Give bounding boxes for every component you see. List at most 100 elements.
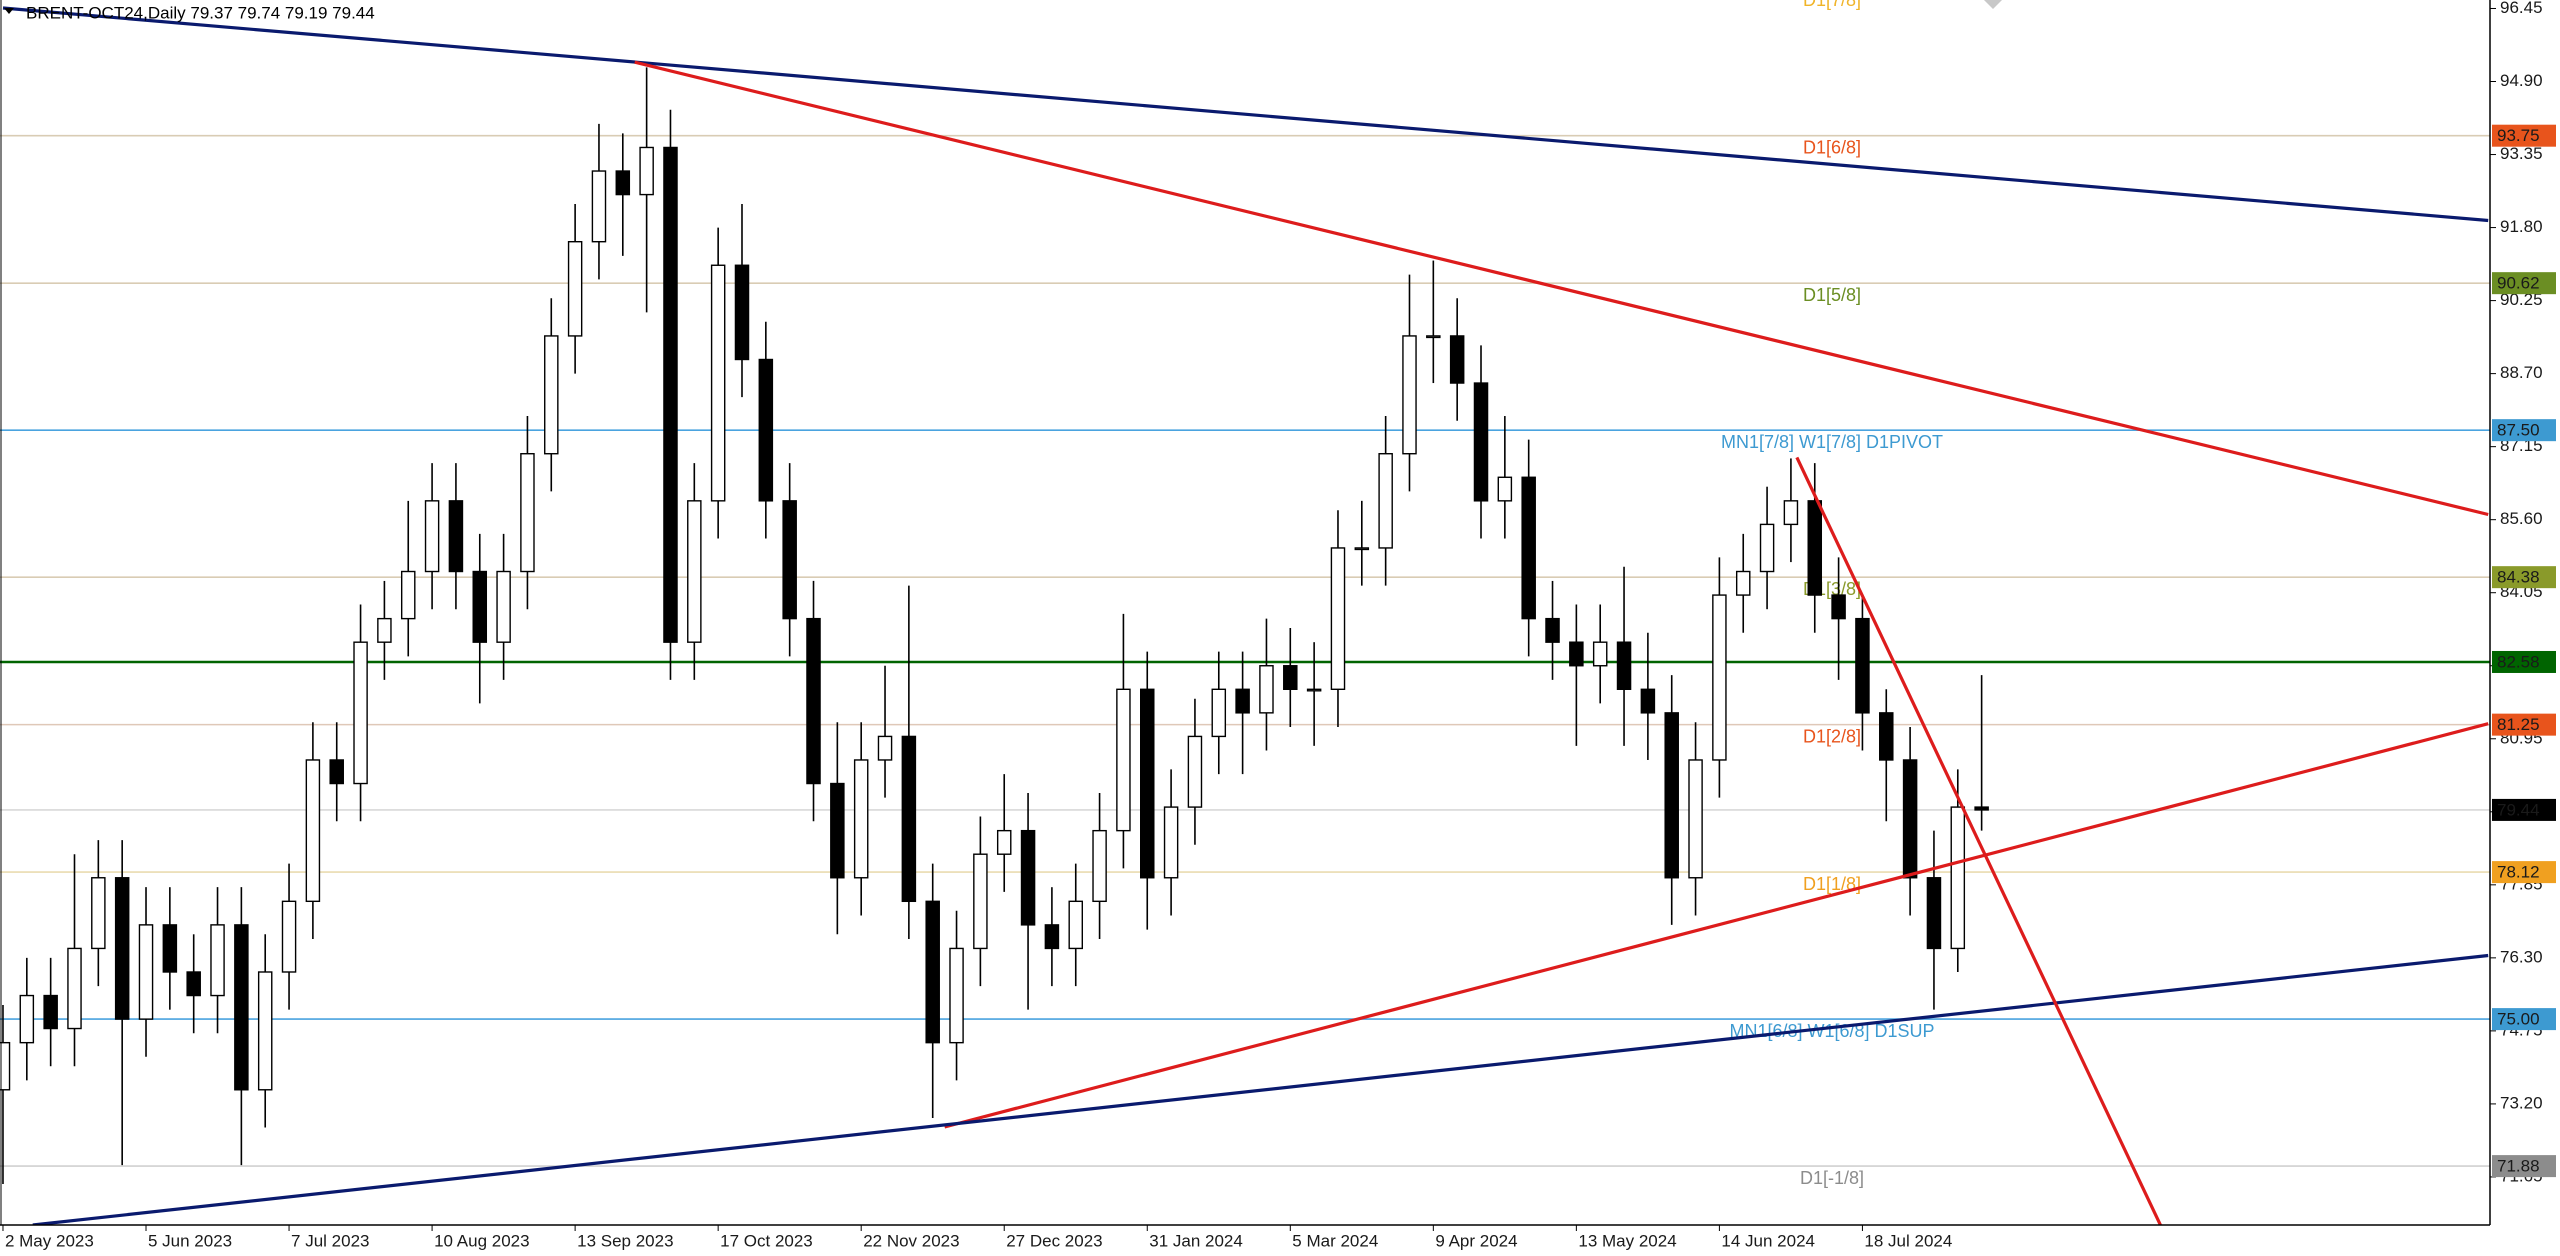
candle-body	[0, 1041, 11, 1091]
candle-body	[1020, 829, 1036, 926]
candle-body	[1759, 523, 1775, 573]
x-tick-label: 5 Jun 2023	[148, 1231, 232, 1250]
candle-body	[257, 971, 273, 1091]
candle-body	[1187, 735, 1203, 808]
candle-body	[400, 570, 416, 620]
candle-body	[1521, 476, 1536, 620]
candle-body	[353, 641, 368, 785]
level-price-label: 87.50	[2497, 421, 2540, 440]
candle-body	[639, 146, 654, 196]
level-label: D1[2/8]	[1803, 726, 1861, 746]
x-tick-label: 13 May 2024	[1578, 1231, 1676, 1250]
candle-body	[1688, 759, 1703, 879]
level-label: D1[-1/8]	[1800, 1168, 1864, 1188]
candle-body	[1783, 500, 1799, 526]
candle-body	[1140, 688, 1155, 879]
candle-body	[806, 617, 821, 785]
candle-body	[377, 617, 392, 643]
candle-body	[567, 241, 583, 337]
candle-body	[758, 358, 774, 502]
candle-body	[114, 877, 130, 1020]
candle-body	[1950, 806, 1966, 950]
candle-body	[734, 264, 750, 361]
y-tick-label: 93.35	[2500, 144, 2543, 163]
candle-body	[1426, 335, 1441, 339]
candle-body	[1235, 688, 1250, 714]
candle-body	[281, 900, 297, 973]
candle-body	[1259, 665, 1274, 714]
trend-line	[2, 6, 2489, 223]
candle-body	[663, 146, 678, 643]
candle-body	[1211, 688, 1227, 738]
price-axis: 96.4594.9093.3591.8090.2588.7087.1585.60…	[2490, 0, 2556, 1185]
x-tick-label: 7 Jul 2023	[291, 1231, 369, 1250]
level-label: MN1[6/8] W1[6/8] D1SUP	[1729, 1021, 1934, 1041]
level-price-box	[2492, 1155, 2556, 1178]
candle-body	[1902, 759, 1918, 879]
candle-body	[1402, 335, 1417, 455]
candle-body	[1068, 900, 1083, 950]
shift-marker	[1984, 0, 2002, 9]
candle-body	[162, 924, 178, 973]
candle-body	[1640, 688, 1656, 714]
x-tick-label: 31 Jan 2024	[1149, 1231, 1243, 1250]
candle-body	[1712, 594, 1727, 761]
y-tick-label: 91.80	[2500, 217, 2543, 236]
trend-line	[634, 60, 2489, 517]
candle-body	[19, 994, 35, 1044]
trend-line	[32, 953, 2489, 1225]
candle-body	[1283, 665, 1298, 690]
candle-body	[234, 924, 249, 1091]
candle-body	[1926, 877, 1942, 950]
symbol-marker	[4, 8, 14, 14]
candle-body	[1592, 641, 1608, 667]
y-tick-label: 73.20	[2500, 1093, 2543, 1112]
x-tick-label: 22 Nov 2023	[863, 1231, 959, 1250]
level-price-box	[2492, 861, 2556, 884]
candle-body	[1330, 547, 1346, 690]
y-tick-label: 85.60	[2500, 509, 2543, 528]
candle-body	[329, 759, 344, 785]
candle-body	[186, 971, 201, 997]
trend-line	[944, 722, 2489, 1129]
x-tick-label: 17 Oct 2023	[720, 1231, 813, 1250]
candle-body	[1092, 829, 1107, 903]
level-price-label: 75.00	[2497, 1010, 2540, 1029]
candle-body	[710, 264, 726, 502]
level-price-box	[2492, 566, 2556, 589]
candle-body	[424, 500, 440, 573]
candle-body	[210, 924, 225, 997]
candle-body	[1664, 712, 1679, 879]
candle-body	[996, 829, 1012, 855]
level-price-box	[2492, 650, 2556, 673]
candle-body	[1449, 335, 1465, 384]
candle-body	[1354, 547, 1370, 551]
chart-title: BRENT-OCT24,Daily 79.37 79.74 79.19 79.4…	[26, 3, 375, 22]
y-tick-label: 88.70	[2500, 363, 2543, 382]
candle-body	[496, 570, 511, 643]
level-price-box	[2492, 798, 2556, 821]
candle-body	[1378, 453, 1393, 549]
candle-body	[973, 853, 988, 950]
level-label: D1[1/8]	[1803, 874, 1861, 894]
y-tick-label: 90.25	[2500, 290, 2543, 309]
candle-body	[949, 947, 964, 1044]
level-price-box	[2492, 713, 2556, 736]
level-label: D1[5/8]	[1803, 285, 1861, 305]
candle-body	[1116, 688, 1131, 832]
candle-body	[43, 994, 58, 1030]
candle-body	[615, 170, 631, 196]
x-tick-label: 10 Aug 2023	[434, 1231, 529, 1250]
level-price-box	[2492, 419, 2556, 442]
candle-body	[1044, 924, 1060, 950]
level-price-label: 90.62	[2497, 274, 2540, 293]
level-price-label: 84.38	[2497, 568, 2540, 587]
level-price-label: 81.25	[2497, 715, 2540, 734]
level-price-label: 78.12	[2497, 863, 2540, 882]
candle-body	[472, 570, 488, 643]
level-price-label: 71.88	[2497, 1157, 2540, 1176]
y-tick-label: 94.90	[2500, 71, 2543, 90]
candle-body	[138, 924, 154, 1020]
level-label: MN1[7/8] W1[7/8] D1PIVOT	[1721, 432, 1943, 452]
candle-body	[1831, 594, 1846, 620]
